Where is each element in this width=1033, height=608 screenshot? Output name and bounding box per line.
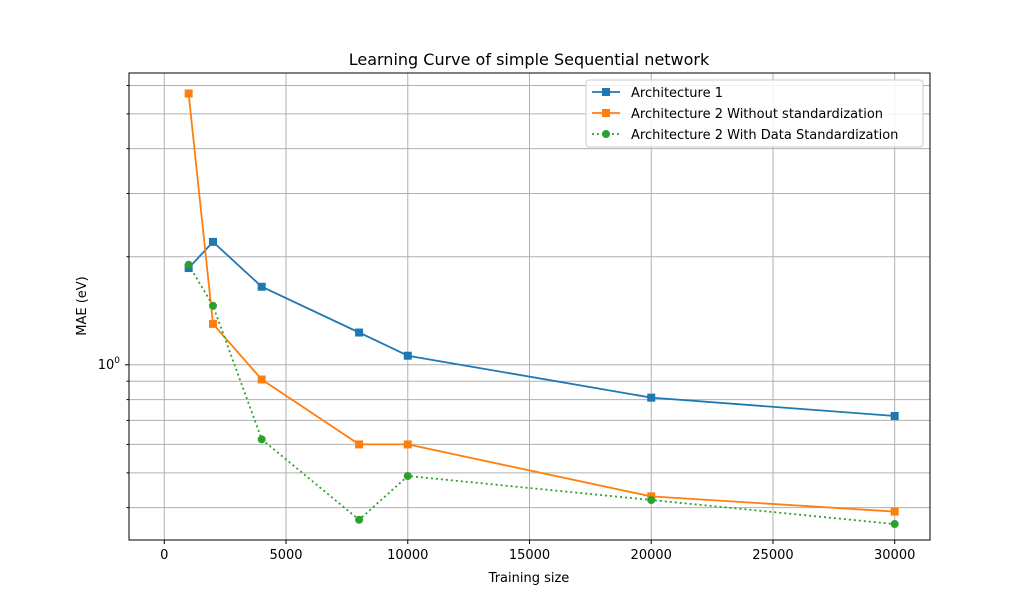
x-tick-label: 25000 (752, 548, 793, 563)
series-1-point (890, 412, 899, 421)
legend-marker-3 (602, 130, 610, 138)
legend: Architecture 1 Architecture 2 Without sta… (585, 79, 924, 148)
series-1-point (208, 237, 217, 246)
y-axis-label: MAE (eV) (75, 276, 90, 336)
series-1-point (355, 328, 364, 337)
x-tick-label: 30000 (874, 548, 915, 563)
series-1-point (647, 393, 656, 402)
legend-label-2: Architecture 2 Without standardization (631, 107, 883, 122)
series-1-point (403, 351, 412, 360)
legend-marker-2 (602, 109, 610, 117)
series-2-point (890, 507, 899, 516)
x-tick-label: 10000 (387, 548, 428, 563)
series-2-point (184, 89, 193, 98)
x-axis-label: Training size (488, 571, 570, 586)
series-3-point (184, 260, 193, 269)
legend-marker-1 (602, 88, 610, 96)
y-tick-label: 100 (98, 356, 121, 373)
series-3-point (403, 471, 412, 480)
legend-box (585, 79, 924, 148)
legend-label-1: Architecture 1 (631, 86, 723, 101)
chart-title: Learning Curve of simple Sequential netw… (349, 50, 710, 69)
series-3-point (355, 515, 364, 524)
series-3-point (257, 435, 266, 444)
x-tick-label: 15000 (509, 548, 550, 563)
series-3-point (647, 496, 656, 505)
x-tick-label: 0 (160, 548, 168, 563)
x-tick-label: 20000 (631, 548, 672, 563)
axis-ticks: 0 5000 10000 15000 20000 25000 30000 100 (98, 84, 915, 563)
series-markers (184, 89, 899, 529)
series-2-point (257, 375, 266, 384)
x-tick-label: 5000 (269, 548, 302, 563)
series-1-point (257, 282, 266, 291)
legend-label-3: Architecture 2 With Data Standardization (631, 128, 898, 143)
series-3-point (208, 301, 217, 310)
series-2-point (355, 440, 364, 449)
series-2-point (403, 440, 412, 449)
series-3-point (890, 520, 899, 529)
series-2-point (208, 319, 217, 328)
